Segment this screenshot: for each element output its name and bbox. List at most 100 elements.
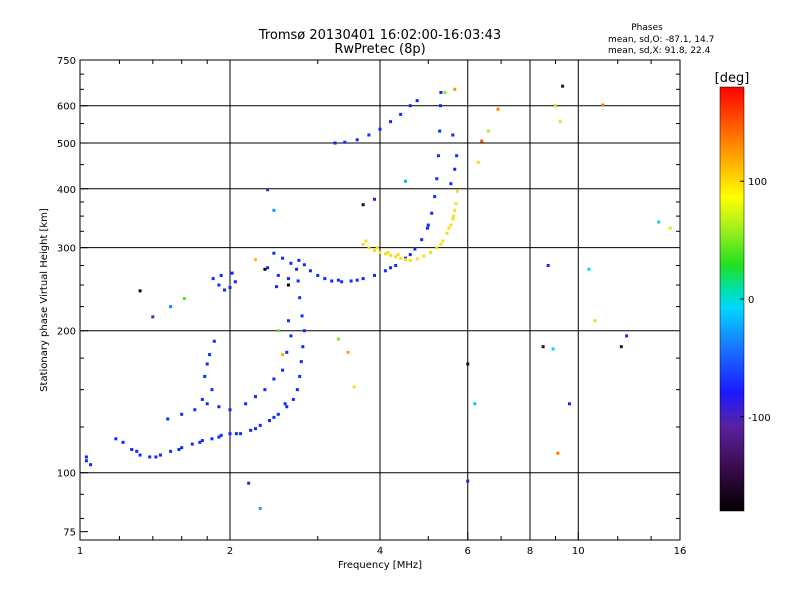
data-point-scattered: [486, 129, 490, 133]
data-point-o: [233, 280, 237, 284]
data-point-o: [84, 455, 88, 459]
x-tick-label: 16: [674, 546, 687, 557]
data-point-o: [193, 408, 197, 412]
data-point-o: [378, 127, 382, 131]
data-point-scattered: [138, 289, 142, 293]
data-point-x: [394, 255, 398, 259]
data-point-o: [361, 277, 365, 281]
x-tick-label: 10: [572, 546, 585, 557]
data-point-o: [219, 273, 223, 277]
data-point-scattered: [169, 305, 173, 309]
data-point-o: [343, 140, 347, 144]
data-point-o: [389, 266, 393, 270]
data-point-scattered: [473, 402, 477, 406]
data-point-scattered: [480, 139, 484, 143]
data-point-o: [228, 432, 232, 436]
data-point-x: [449, 223, 453, 227]
data-point-scattered: [541, 345, 545, 349]
data-point-o: [302, 263, 306, 267]
data-point-o: [239, 432, 243, 436]
data-point-o: [210, 388, 214, 392]
data-point-o: [158, 453, 162, 457]
data-point-o: [272, 377, 276, 381]
data-point-o: [258, 423, 262, 427]
y-tick-label: 75: [63, 528, 76, 539]
data-point-o: [449, 182, 453, 186]
data-point-o: [228, 408, 232, 412]
data-point-scattered: [556, 451, 560, 455]
data-point-o: [451, 133, 455, 137]
data-point-o: [289, 334, 293, 338]
data-point-o: [286, 319, 290, 323]
chart-subtitle: RwPretec (8p): [334, 42, 425, 57]
stats-line-x: mean, sd,X: 91.8, 22.4: [608, 46, 711, 56]
data-point-o: [301, 345, 305, 349]
data-point-x: [452, 214, 456, 218]
data-point-x: [447, 226, 451, 230]
data-point-o: [438, 104, 442, 108]
data-point-o: [154, 455, 158, 459]
data-point-o: [383, 269, 387, 273]
data-point-o: [430, 211, 434, 215]
data-point-o: [330, 279, 334, 283]
data-point-x: [386, 251, 390, 255]
data-point-o: [302, 329, 306, 333]
data-point-scattered: [453, 87, 457, 91]
x-axis: 1 2 4 6 8 10 16: [77, 60, 687, 557]
data-point-o: [426, 223, 430, 227]
data-point-o: [425, 226, 429, 230]
stats-line-o: mean, sd,O: -87.1, 14.7: [608, 35, 714, 45]
data-point-scattered: [247, 481, 251, 485]
data-point-o: [438, 129, 442, 133]
colorbar-ticks: 100 0 -100: [740, 177, 771, 424]
data-point-o: [316, 273, 320, 277]
data-point-o: [266, 266, 270, 270]
data-point-o: [300, 314, 304, 318]
data-point-x: [364, 239, 368, 243]
data-point-o: [138, 453, 142, 457]
data-point-o: [244, 402, 248, 406]
data-point-o: [263, 388, 267, 392]
data-point-x: [415, 257, 419, 261]
data-point-o: [249, 428, 253, 432]
data-point-o: [228, 286, 232, 290]
data-point-scattered: [263, 267, 267, 271]
y-axis: 75 100 200 300 400 500 600 750: [57, 56, 680, 539]
data-point-o: [285, 350, 289, 354]
data-point-x: [383, 252, 387, 256]
data-point-o: [373, 273, 377, 277]
data-point-o: [413, 247, 417, 251]
data-point-scattered: [619, 345, 623, 349]
data-point-o: [453, 167, 457, 171]
chart-title: Tromsø 20130401 16:02:00-16:03:43: [258, 28, 501, 43]
data-point-o: [205, 362, 209, 366]
data-point-scattered: [276, 329, 280, 333]
data-point-o: [285, 405, 289, 409]
data-point-o: [272, 251, 276, 255]
data-point-x: [455, 189, 459, 193]
data-point-o: [291, 397, 295, 401]
data-point-x: [375, 246, 379, 250]
data-point-o: [230, 271, 234, 275]
data-point-scattered: [601, 103, 605, 107]
data-point-o: [436, 154, 440, 158]
data-point-o: [267, 419, 271, 423]
data-point-scattered: [668, 226, 672, 230]
data-point-o: [84, 459, 88, 463]
x-tick-label: 1: [77, 546, 83, 557]
data-point-o: [180, 412, 184, 416]
data-point-scattered: [286, 283, 290, 287]
data-point-x: [403, 258, 407, 262]
data-point-x: [439, 242, 443, 246]
data-point-o: [212, 339, 216, 343]
data-point-o: [355, 278, 359, 282]
data-point-x: [396, 253, 400, 257]
data-point-o: [211, 277, 215, 281]
data-point-o: [296, 279, 300, 283]
data-point-o: [210, 437, 214, 441]
data-point-o: [89, 463, 93, 467]
data-point-x: [428, 251, 432, 255]
data-point-o: [219, 433, 223, 437]
y-tick-label: 500: [57, 139, 76, 150]
